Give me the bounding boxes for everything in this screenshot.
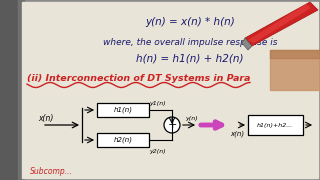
FancyBboxPatch shape <box>97 133 149 147</box>
Text: Subcomp...: Subcomp... <box>30 168 73 177</box>
Bar <box>18 0 24 180</box>
Text: h1(n): h1(n) <box>114 107 132 113</box>
Text: h1(n)+h2...: h1(n)+h2... <box>257 123 293 127</box>
Text: y(n) = x(n) * h(n): y(n) = x(n) * h(n) <box>145 17 235 27</box>
Polygon shape <box>248 4 311 43</box>
Text: h(n) = h1(n) + h2(n): h(n) = h1(n) + h2(n) <box>136 53 244 63</box>
Polygon shape <box>242 38 252 50</box>
Text: y1(n): y1(n) <box>150 100 166 105</box>
Text: where, the overall impulse response is: where, the overall impulse response is <box>103 37 277 46</box>
Circle shape <box>164 117 180 133</box>
Text: (ii) Interconnection of DT Systems in Para: (ii) Interconnection of DT Systems in Pa… <box>27 73 250 82</box>
Text: y2(n): y2(n) <box>150 150 166 154</box>
Text: x(n): x(n) <box>38 114 53 123</box>
Text: y(n): y(n) <box>186 116 198 120</box>
Text: +: + <box>167 120 177 130</box>
Bar <box>0 0 18 180</box>
Text: x(n): x(n) <box>230 131 244 137</box>
Bar <box>270 50 320 90</box>
FancyBboxPatch shape <box>248 115 303 135</box>
Polygon shape <box>245 2 318 46</box>
FancyBboxPatch shape <box>97 103 149 117</box>
Text: h2(n): h2(n) <box>114 137 132 143</box>
